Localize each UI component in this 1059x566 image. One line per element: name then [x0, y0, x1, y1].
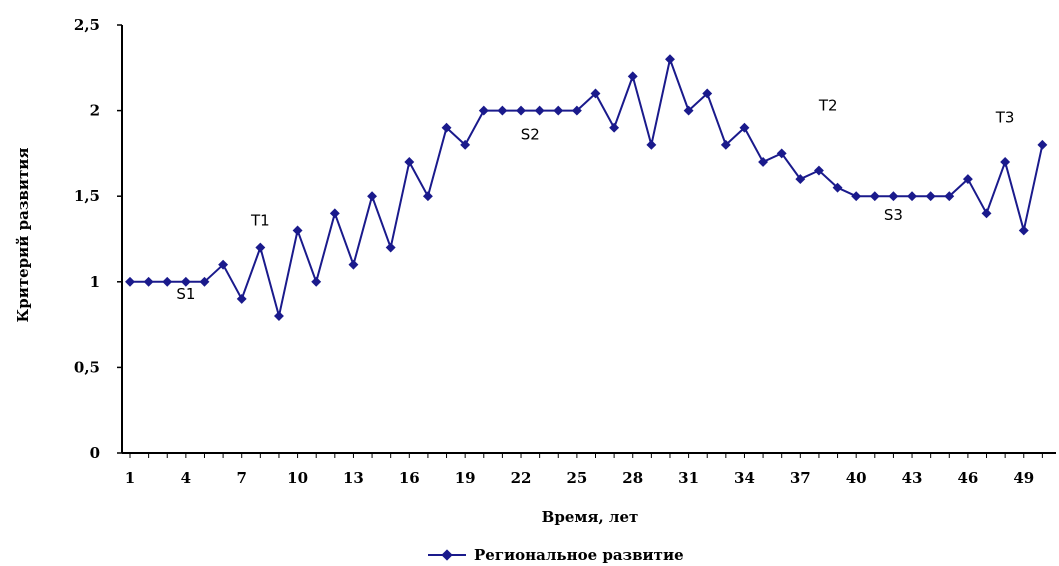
legend-label: Региональное развитие	[474, 546, 684, 564]
data-point	[720, 139, 731, 150]
legend-marker-swatch	[441, 549, 453, 561]
annotation-label: T3	[995, 109, 1015, 127]
y-axis-ticks: 0 0,5 1 1,5 2 2,5	[74, 16, 122, 462]
x-tick-label: 31	[678, 469, 699, 487]
x-tick-label: 28	[622, 469, 643, 487]
x-tick-label: 34	[734, 469, 755, 487]
data-point	[553, 105, 564, 116]
x-tick-label: 19	[455, 469, 476, 487]
data-point	[1000, 157, 1011, 167]
data-point	[422, 191, 433, 202]
data-point	[329, 208, 340, 219]
data-point	[851, 191, 862, 202]
x-tick-label: 13	[343, 469, 364, 487]
x-axis-ticks: 1 4 7 10 13 16 19 22 25 28 31 34 37 40 43 46 49	[125, 453, 1043, 487]
data-point	[348, 259, 359, 270]
annotation-label: S1	[176, 285, 195, 303]
series-layer	[125, 54, 1048, 321]
y-tick-label: 2	[90, 102, 100, 120]
data-point	[199, 276, 210, 287]
y-axis-title: Критерий развития	[14, 148, 32, 323]
x-tick-label: 10	[287, 469, 308, 487]
data-point	[683, 105, 694, 116]
y-tick-label: 1	[90, 273, 100, 291]
data-point	[832, 182, 843, 193]
legend: Региональное развитие	[428, 546, 684, 564]
x-tick-label: 37	[790, 469, 811, 487]
y-tick-label: 0,5	[74, 358, 100, 376]
data-point	[813, 165, 824, 176]
data-point	[255, 242, 266, 253]
data-point	[534, 105, 545, 116]
data-point	[776, 148, 787, 159]
data-point	[739, 122, 750, 133]
annotation-label: S3	[884, 206, 903, 224]
data-point	[460, 139, 471, 150]
y-tick-label: 1,5	[74, 187, 100, 205]
data-point	[609, 122, 620, 133]
data-point	[404, 157, 415, 167]
data-point	[162, 276, 173, 287]
data-point	[143, 276, 154, 287]
x-tick-label: 16	[399, 469, 420, 487]
data-point	[888, 191, 899, 202]
data-point	[944, 191, 955, 202]
annotation-label: S2	[521, 126, 540, 144]
data-point	[962, 174, 973, 185]
data-point	[758, 157, 769, 167]
series-line	[130, 55, 1044, 317]
x-tick-label: 49	[1013, 469, 1034, 487]
annotations-layer: S1 T1 S2 T2 S3 T3	[176, 97, 1014, 303]
data-point	[646, 139, 657, 150]
data-point	[627, 71, 638, 82]
x-axis-title: Время, лет	[542, 508, 639, 526]
data-point	[907, 191, 917, 202]
x-tick-label: 4	[181, 469, 191, 487]
data-point	[385, 242, 396, 253]
data-point	[497, 105, 508, 116]
data-point	[367, 191, 378, 202]
data-point	[981, 208, 992, 219]
data-point	[218, 259, 229, 270]
data-point	[180, 276, 191, 287]
data-point	[516, 105, 526, 116]
data-point	[236, 293, 247, 304]
data-point	[925, 191, 936, 202]
data-point	[795, 174, 806, 185]
annotation-label: T2	[818, 97, 838, 115]
x-tick-label: 7	[237, 469, 247, 487]
data-point	[125, 276, 135, 287]
x-tick-label: 1	[125, 469, 135, 487]
x-tick-label: 40	[846, 469, 867, 487]
x-tick-label: 46	[957, 469, 978, 487]
data-point	[478, 105, 489, 116]
x-tick-label: 25	[566, 469, 587, 487]
data-point	[702, 88, 713, 99]
data-point	[665, 54, 675, 65]
data-point	[292, 225, 303, 236]
data-point	[571, 105, 582, 116]
data-point	[311, 276, 322, 287]
y-tick-label: 0	[90, 444, 100, 462]
y-tick-label: 2,5	[74, 16, 100, 34]
data-point	[1018, 225, 1029, 236]
annotation-label: T1	[250, 211, 270, 229]
data-point	[1037, 139, 1048, 150]
data-point	[869, 191, 880, 202]
data-point	[274, 311, 284, 321]
x-tick-label: 22	[511, 469, 532, 487]
data-point	[590, 88, 601, 99]
x-tick-label: 43	[902, 469, 923, 487]
